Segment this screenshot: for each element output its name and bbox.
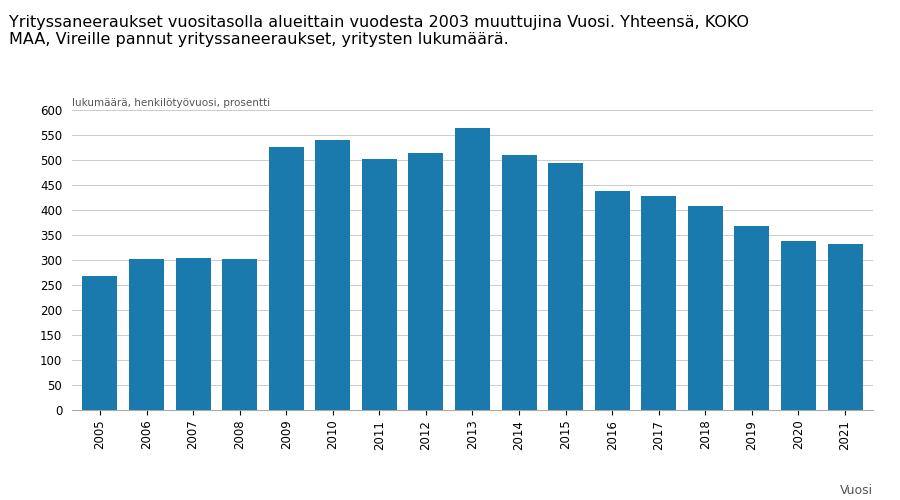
Bar xyxy=(828,244,862,410)
Bar xyxy=(129,259,164,410)
Bar xyxy=(409,152,444,410)
Bar xyxy=(548,162,583,410)
Bar xyxy=(222,258,257,410)
Bar xyxy=(315,140,350,410)
Bar xyxy=(688,206,723,410)
Bar xyxy=(83,276,117,410)
Bar xyxy=(176,258,211,410)
Text: lukumäärä, henkilötyövuosi, prosentti: lukumäärä, henkilötyövuosi, prosentti xyxy=(72,98,270,108)
Bar xyxy=(734,226,770,410)
Bar xyxy=(501,154,536,410)
Bar xyxy=(595,191,630,410)
Text: Yrityssaneeraukset vuositasolla alueittain vuodesta 2003 muuttujina Vuosi. Yhtee: Yrityssaneeraukset vuositasolla alueitta… xyxy=(9,15,749,48)
Bar xyxy=(269,146,303,410)
Bar xyxy=(781,240,816,410)
Bar xyxy=(455,128,490,410)
Bar xyxy=(642,196,676,410)
Text: Vuosi: Vuosi xyxy=(840,484,873,498)
Bar xyxy=(362,158,397,410)
